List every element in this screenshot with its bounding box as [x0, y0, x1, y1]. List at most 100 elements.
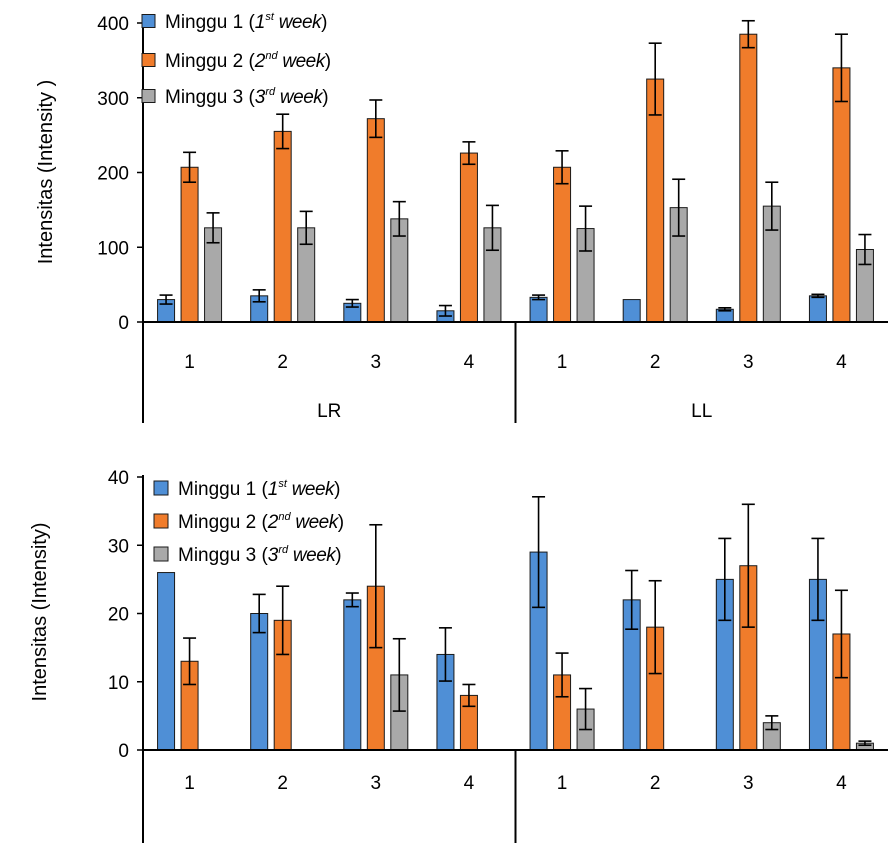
bar-2-2 [273, 130, 292, 323]
legend-paren-open: ( [256, 512, 268, 533]
legend-series-name: Minggu 2 [165, 51, 243, 72]
y-tick-label: 30 [108, 536, 129, 557]
error-bar-3-8 [858, 233, 872, 266]
bar-1-1 [157, 572, 176, 751]
group-label: LL [691, 401, 712, 422]
legend-week-word: week [278, 51, 327, 72]
legend-entry: Minggu 3 (3rd week) [165, 86, 329, 108]
bar-2-5 [553, 166, 572, 323]
legend-swatch [141, 14, 156, 28]
error-bar-2-3 [369, 523, 383, 649]
y-tick-label: 300 [97, 89, 129, 110]
x-tick-label: 3 [371, 773, 382, 794]
x-tick-label: 2 [650, 773, 661, 794]
legend-entry: Minggu 3 (3rd week) [178, 544, 342, 566]
legend-week-word: week [287, 479, 336, 500]
bar-2-1 [180, 166, 199, 323]
legend-paren-close: ) [322, 87, 328, 108]
legend-paren-close: ) [338, 512, 344, 533]
legend-paren-open: ( [243, 87, 255, 108]
error-bar-2-2 [276, 113, 290, 150]
y-tick-label: 0 [118, 741, 129, 762]
legend-swatch [153, 480, 169, 496]
x-tick-label: 1 [184, 773, 195, 794]
error-bar-1-1 [159, 294, 173, 305]
legend-week-word: week [291, 512, 340, 533]
error-bar-3-4 [485, 204, 499, 252]
legend-entry: Minggu 1 (1st week) [165, 11, 327, 33]
legend-paren-open: ( [256, 545, 268, 566]
error-bar-3-6 [672, 178, 686, 237]
legend-entry: Minggu 2 (2nd week) [178, 511, 344, 533]
error-bar-3-7 [765, 715, 779, 731]
legend-series-name: Minggu 3 [178, 545, 256, 566]
error-bar-2-7 [741, 503, 755, 628]
legend-week-word: week [274, 12, 323, 33]
bar-1-5 [529, 296, 548, 323]
x-tick-label: 1 [557, 352, 568, 373]
bar-2-4 [459, 152, 478, 323]
y-tick-label: 0 [118, 313, 129, 334]
legend-ordinal: rd [265, 86, 276, 98]
x-tick-label: 2 [277, 352, 288, 373]
legend-ordinal: st [265, 11, 275, 23]
bar-1-2 [250, 613, 269, 751]
error-bar-1-5 [532, 294, 546, 301]
error-bar-2-5 [555, 652, 569, 698]
legend-week-number: 3 [255, 87, 266, 108]
legend-entry: Minggu 2 (2nd week) [165, 50, 331, 72]
bar-2-7 [739, 33, 758, 323]
error-bar-2-6 [648, 579, 662, 675]
legend-paren-open: ( [243, 51, 255, 72]
legend-ordinal: nd [278, 511, 291, 523]
x-tick-label: 4 [464, 352, 475, 373]
legend-week-word: week [275, 87, 324, 108]
legend-series-name: Minggu 2 [178, 512, 256, 533]
error-bar-3-3 [392, 200, 406, 237]
x-tick-label: 2 [650, 352, 661, 373]
x-tick-label: 4 [836, 773, 847, 794]
error-bar-2-4 [462, 141, 476, 166]
error-bar-1-4 [438, 304, 452, 317]
bar-2-8 [832, 67, 851, 323]
legend-series-name: Minggu 3 [165, 87, 243, 108]
error-bar-1-8 [811, 293, 825, 299]
error-bar-2-3 [369, 99, 383, 139]
x-tick-label: 1 [557, 773, 568, 794]
error-bar-1-4 [438, 627, 452, 682]
error-bar-2-8 [834, 589, 848, 679]
y-axis-label: Intensitas (Intensity ) [35, 80, 57, 265]
y-tick-label: 200 [97, 164, 129, 185]
chart-2: 0 10 20 30 40 1 2 3 4 1 2 3 4 Intensitas (Intensity) M… [29, 468, 888, 843]
y-axis-label: Intensitas (Intensity) [29, 523, 51, 702]
error-bar-3-5 [579, 205, 593, 252]
bar-1-6 [622, 299, 641, 323]
y-tick-label: 40 [108, 468, 129, 489]
x-tick-label: 1 [184, 352, 195, 373]
legend-ordinal: nd [265, 50, 278, 62]
legend-series-name: Minggu 1 [178, 479, 256, 500]
error-bar-2-2 [276, 585, 290, 656]
bar-1-8 [808, 295, 827, 323]
y-tick-label: 400 [97, 14, 129, 35]
error-bar-2-5 [555, 150, 569, 185]
error-bar-3-5 [579, 687, 593, 731]
legend-paren-close: ) [321, 12, 327, 33]
error-bar-2-7 [741, 19, 755, 49]
legend-swatch [153, 513, 169, 529]
error-bar-2-1 [183, 637, 197, 686]
legend-week-word: week [288, 545, 337, 566]
legend-paren-open: ( [243, 12, 255, 33]
error-bar-3-3 [392, 637, 406, 712]
error-bar-1-2 [252, 593, 266, 634]
legend-series-name: Minggu 1 [165, 12, 243, 33]
error-bar-3-2 [299, 210, 313, 246]
error-bar-3-7 [765, 181, 779, 231]
chart-1: 0 100 200 300 400 1 2 3 4 1 2 3 4 LR LL Intensitas (Int… [35, 11, 888, 423]
x-tick-label: 4 [464, 773, 475, 794]
error-bar-1-7 [718, 537, 732, 622]
error-bar-1-3 [345, 592, 359, 608]
legend-week-number: 3 [268, 545, 279, 566]
error-bar-3-1 [206, 212, 220, 244]
